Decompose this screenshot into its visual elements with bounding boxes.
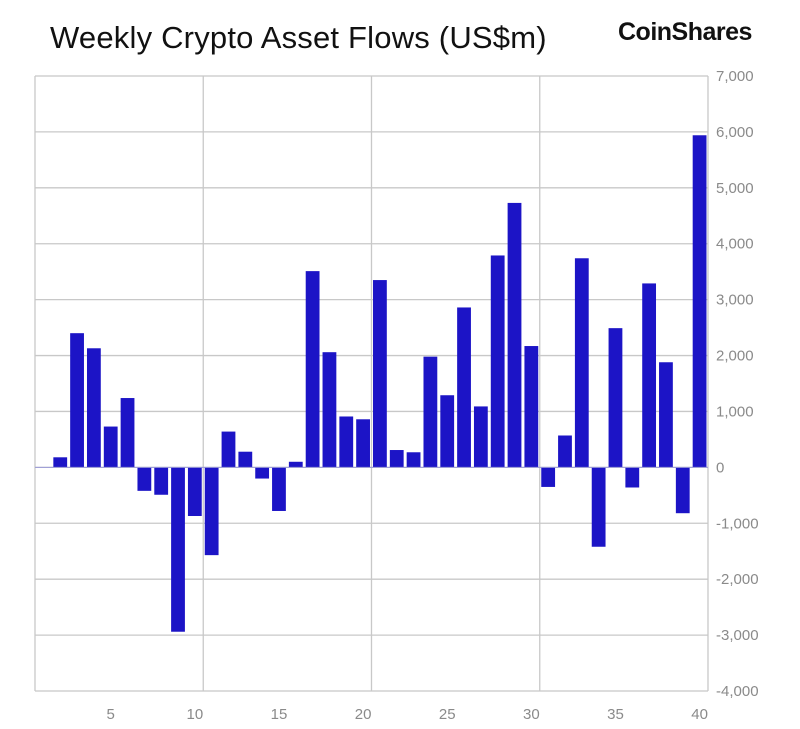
bar-week-14 (255, 467, 270, 479)
bar-week-33 (574, 258, 589, 468)
bar-week-34 (591, 467, 606, 547)
bar-week-36 (625, 467, 640, 488)
bar-week-32 (558, 435, 572, 468)
y-tick-label: 5,000 (716, 180, 754, 197)
bar-week-31 (541, 467, 556, 487)
y-tick-label: 3,000 (716, 292, 754, 309)
x-tick-label: 20 (355, 706, 372, 723)
bar-week-25 (440, 395, 455, 468)
y-tick-label: 4,000 (716, 236, 754, 253)
y-tick-label: -4,000 (716, 683, 759, 700)
bar-week-13 (238, 451, 253, 468)
bar-week-17 (305, 271, 320, 468)
bar-week-26 (457, 307, 471, 468)
bar-week-40 (692, 135, 707, 468)
bar-week-21 (373, 280, 387, 468)
y-tick-label: 0 (716, 459, 724, 476)
bar-week-23 (406, 452, 421, 468)
bar-week-18 (322, 352, 337, 468)
bar-week-37 (642, 283, 657, 468)
bar-week-20 (356, 419, 370, 468)
x-tick-label: 15 (271, 706, 288, 723)
bar-week-24 (423, 356, 438, 468)
y-tick-label: 6,000 (716, 124, 754, 141)
bar-week-15 (272, 467, 286, 511)
bar-week-35 (608, 328, 623, 468)
x-tick-label: 10 (186, 706, 203, 723)
bar-week-19 (339, 416, 354, 468)
bar-week-3 (70, 333, 84, 468)
bar-week-16 (288, 461, 303, 468)
bar-week-7 (137, 467, 152, 491)
bar-week-9 (171, 467, 185, 632)
x-tick-label: 35 (607, 706, 624, 723)
bar-week-30 (524, 346, 539, 468)
bar-week-12 (221, 431, 236, 468)
y-tick-label: 2,000 (716, 348, 754, 365)
y-tick-label: 7,000 (716, 68, 754, 85)
bar-week-22 (389, 450, 404, 468)
y-tick-label: -1,000 (716, 515, 759, 532)
bar-week-6 (120, 398, 135, 468)
bar-week-11 (204, 467, 219, 556)
coinshares-logo: CoinShares (618, 18, 752, 46)
bar-week-29 (507, 202, 522, 468)
bar-week-27 (473, 406, 488, 468)
x-tick-label: 30 (523, 706, 540, 723)
chart-title: Weekly Crypto Asset Flows (US$m) (50, 20, 547, 55)
y-tick-label: -2,000 (716, 571, 759, 588)
bar-week-10 (187, 467, 202, 517)
x-tick-label: 25 (439, 706, 456, 723)
bar-week-8 (154, 467, 169, 495)
x-tick-label: 5 (107, 706, 115, 723)
y-tick-label: -3,000 (716, 627, 759, 644)
bar-week-39 (675, 467, 690, 514)
bar-week-4 (86, 348, 101, 468)
x-tick-label: 40 (691, 706, 708, 723)
bar-week-28 (490, 255, 505, 468)
y-tick-label: 1,000 (716, 403, 754, 420)
bar-week-5 (103, 426, 118, 468)
bar-week-38 (659, 362, 673, 468)
bar-week-2 (53, 457, 68, 468)
